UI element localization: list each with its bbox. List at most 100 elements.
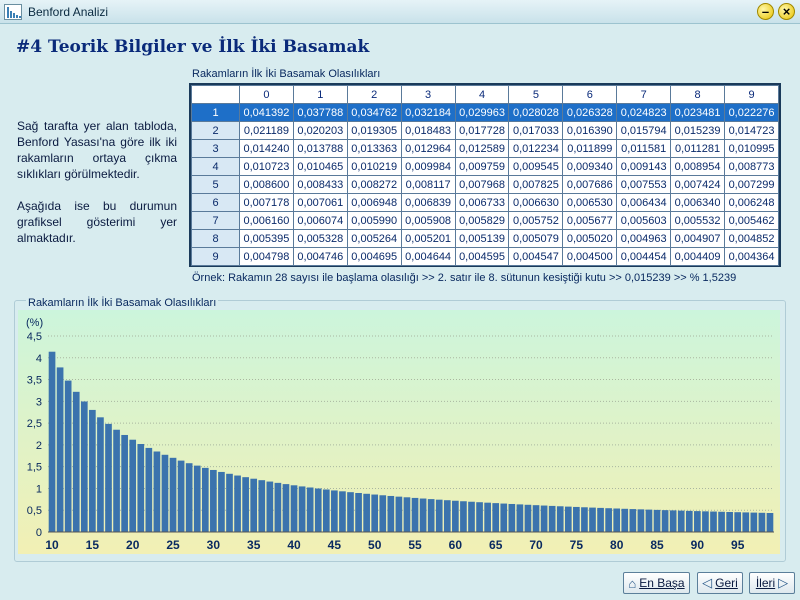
table-cell[interactable]: 0,007061 [292, 193, 348, 212]
table-row[interactable]: 1 0,041392 0,037788 0,034762 0,032184 0,02996… [191, 103, 779, 122]
table-cell[interactable]: 0,014723 [724, 121, 779, 140]
table-cell[interactable]: 0,006733 [454, 193, 510, 212]
table-row[interactable]: 3 0,014240 0,013788 0,013363 0,012964 0,01258… [191, 139, 779, 158]
table-cell[interactable]: 0,006630 [508, 193, 564, 212]
table-cell[interactable]: 0,021189 [239, 121, 294, 140]
table-cell[interactable]: 0,037788 [292, 103, 348, 122]
table-cell[interactable]: 0,004963 [616, 229, 672, 248]
table-cell[interactable]: 0,022276 [724, 103, 779, 122]
table-cell[interactable]: 0,019305 [346, 121, 402, 140]
table-cell[interactable]: 0,010219 [346, 157, 402, 176]
table-cell[interactable]: 0,034762 [346, 103, 402, 122]
table-cell[interactable]: 0,023481 [670, 103, 726, 122]
table-row[interactable]: 8 0,005395 0,005328 0,005264 0,005201 0,00513… [191, 229, 779, 248]
table-cell[interactable]: 0,005752 [508, 211, 564, 230]
table-cell[interactable]: 0,007178 [239, 193, 294, 212]
table-cell[interactable]: 0,004500 [562, 247, 618, 266]
table-cell[interactable]: 0,004695 [346, 247, 402, 266]
table-cell[interactable]: 0,009545 [508, 157, 564, 176]
table-row[interactable]: 7 0,006160 0,006074 0,005990 0,005908 0,00582… [191, 211, 779, 230]
table-cell[interactable]: 0,005908 [400, 211, 456, 230]
table-cell[interactable]: 0,012589 [454, 139, 510, 158]
table-cell[interactable]: 0,008117 [400, 175, 456, 194]
table-cell[interactable]: 0,017728 [454, 121, 510, 140]
table-cell[interactable]: 0,012964 [400, 139, 456, 158]
table-cell[interactable]: 0,028028 [508, 103, 564, 122]
table-cell[interactable]: 0,007825 [508, 175, 564, 194]
table-cell[interactable]: 0,011581 [616, 139, 672, 158]
table-cell[interactable]: 0,015794 [616, 121, 672, 140]
table-cell[interactable]: 0,004595 [454, 247, 510, 266]
table-cell[interactable]: 0,009340 [562, 157, 618, 176]
table-cell[interactable]: 0,020203 [292, 121, 348, 140]
table-cell[interactable]: 0,013363 [346, 139, 402, 158]
table-cell[interactable]: 0,015239 [670, 121, 726, 140]
table-cell[interactable]: 0,006948 [346, 193, 402, 212]
minimize-button[interactable]: – [757, 3, 774, 20]
table-cell[interactable]: 0,006248 [724, 193, 779, 212]
table-cell[interactable]: 0,007553 [616, 175, 672, 194]
table-cell[interactable]: 0,041392 [239, 103, 294, 122]
table-cell[interactable]: 0,008433 [292, 175, 348, 194]
table-row[interactable]: 9 0,004798 0,004746 0,004695 0,004644 0,00459… [191, 247, 779, 266]
table-cell[interactable]: 0,007968 [454, 175, 510, 194]
home-button[interactable]: ⌂ En Başa [623, 572, 690, 594]
table-cell[interactable]: 0,006074 [292, 211, 348, 230]
table-cell[interactable]: 0,006340 [670, 193, 726, 212]
table-cell[interactable]: 0,005990 [346, 211, 402, 230]
back-button[interactable]: ◁ Geri [697, 572, 743, 594]
table-cell[interactable]: 0,005264 [346, 229, 402, 248]
table-row[interactable]: 2 0,021189 0,020203 0,019305 0,018483 0,01772… [191, 121, 779, 140]
table-cell[interactable]: 0,011899 [562, 139, 618, 158]
table-cell[interactable]: 0,008272 [346, 175, 402, 194]
table-cell[interactable]: 0,004746 [292, 247, 348, 266]
table-cell[interactable]: 0,006160 [239, 211, 294, 230]
table-cell[interactable]: 0,010995 [724, 139, 779, 158]
table-cell[interactable]: 0,004454 [616, 247, 672, 266]
table-cell[interactable]: 0,004409 [670, 247, 726, 266]
table-cell[interactable]: 0,009143 [616, 157, 672, 176]
table-cell[interactable]: 0,005677 [562, 211, 618, 230]
table-cell[interactable]: 0,010465 [292, 157, 348, 176]
table-cell[interactable]: 0,005395 [239, 229, 294, 248]
table-cell[interactable]: 0,016390 [562, 121, 618, 140]
table-cell[interactable]: 0,004907 [670, 229, 726, 248]
table-cell[interactable]: 0,010723 [239, 157, 294, 176]
table-cell[interactable]: 0,007686 [562, 175, 618, 194]
table-cell[interactable]: 0,018483 [400, 121, 456, 140]
table-cell[interactable]: 0,012234 [508, 139, 564, 158]
table-row[interactable]: 4 0,010723 0,010465 0,010219 0,009984 0,00975… [191, 157, 779, 176]
table-cell[interactable]: 0,026328 [562, 103, 618, 122]
table-cell[interactable]: 0,008773 [724, 157, 779, 176]
table-cell[interactable]: 0,005201 [400, 229, 456, 248]
table-row[interactable]: 6 0,007178 0,007061 0,006948 0,006839 0,00673… [191, 193, 779, 212]
table-cell[interactable]: 0,005829 [454, 211, 510, 230]
table-cell[interactable]: 0,005462 [724, 211, 779, 230]
table-cell[interactable]: 0,007299 [724, 175, 779, 194]
table-cell[interactable]: 0,005532 [670, 211, 726, 230]
table-cell[interactable]: 0,004798 [239, 247, 294, 266]
table-cell[interactable]: 0,011281 [670, 139, 726, 158]
table-cell[interactable]: 0,024823 [616, 103, 672, 122]
table-cell[interactable]: 0,009984 [400, 157, 456, 176]
table-cell[interactable]: 0,004644 [400, 247, 456, 266]
table-cell[interactable]: 0,005139 [454, 229, 510, 248]
table-cell[interactable]: 0,029963 [454, 103, 510, 122]
next-button[interactable]: İleri ▷ [749, 572, 795, 594]
table-cell[interactable]: 0,005328 [292, 229, 348, 248]
table-cell[interactable]: 0,009759 [454, 157, 510, 176]
table-cell[interactable]: 0,004547 [508, 247, 564, 266]
table-cell[interactable]: 0,006839 [400, 193, 456, 212]
table-cell[interactable]: 0,005020 [562, 229, 618, 248]
table-cell[interactable]: 0,008600 [239, 175, 294, 194]
table-cell[interactable]: 0,005603 [616, 211, 672, 230]
table-cell[interactable]: 0,007424 [670, 175, 726, 194]
table-cell[interactable]: 0,005079 [508, 229, 564, 248]
table-cell[interactable]: 0,017033 [508, 121, 564, 140]
table-cell[interactable]: 0,014240 [239, 139, 294, 158]
close-button[interactable]: × [778, 3, 795, 20]
table-cell[interactable]: 0,006434 [616, 193, 672, 212]
table-cell[interactable]: 0,013788 [292, 139, 348, 158]
table-cell[interactable]: 0,008954 [670, 157, 726, 176]
